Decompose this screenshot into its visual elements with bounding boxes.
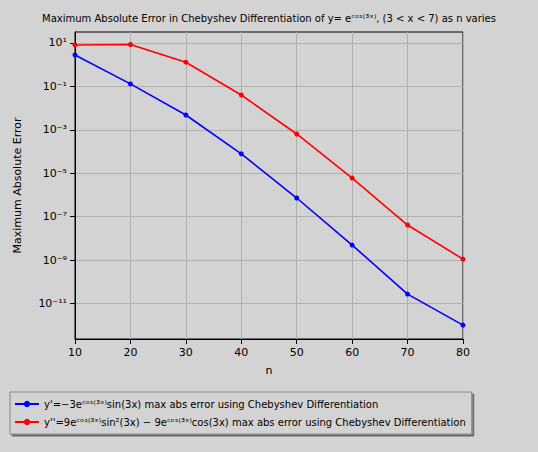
svg-text:10¹: 10¹	[49, 36, 67, 49]
svg-text:80: 80	[456, 346, 470, 359]
svg-text:70: 70	[401, 346, 415, 359]
svg-text:20: 20	[123, 346, 137, 359]
svg-text:10⁻¹¹: 10⁻¹¹	[38, 297, 67, 310]
svg-text:40: 40	[234, 346, 248, 359]
svg-text:30: 30	[179, 346, 193, 359]
svg-text:50: 50	[290, 346, 304, 359]
svg-text:Maximum Absolute Error in Cheb: Maximum Absolute Error in Chebyshev Diff…	[42, 13, 496, 24]
svg-text:Maximum Absolute Error: Maximum Absolute Error	[11, 117, 24, 254]
svg-text:10⁻¹: 10⁻¹	[43, 80, 67, 93]
svg-text:10⁻³: 10⁻³	[43, 123, 67, 136]
svg-text:y''=9eᶜᵒˢ⁽³ˣ⁾sin²(3x) − 9eᶜᵒˢ⁽: y''=9eᶜᵒˢ⁽³ˣ⁾sin²(3x) − 9eᶜᵒˢ⁽³ˣ⁾cos(3x)…	[44, 417, 466, 428]
svg-text:y'=−3eᶜᵒˢ⁽³ˣ⁾sin(3x) max abs e: y'=−3eᶜᵒˢ⁽³ˣ⁾sin(3x) max abs error using…	[44, 399, 378, 410]
svg-text:n: n	[266, 364, 273, 377]
svg-text:10⁻⁵: 10⁻⁵	[43, 167, 67, 180]
svg-text:10: 10	[68, 346, 82, 359]
svg-text:10⁻⁹: 10⁻⁹	[43, 254, 67, 267]
svg-text:60: 60	[345, 346, 359, 359]
svg-text:10⁻⁷: 10⁻⁷	[43, 210, 67, 223]
